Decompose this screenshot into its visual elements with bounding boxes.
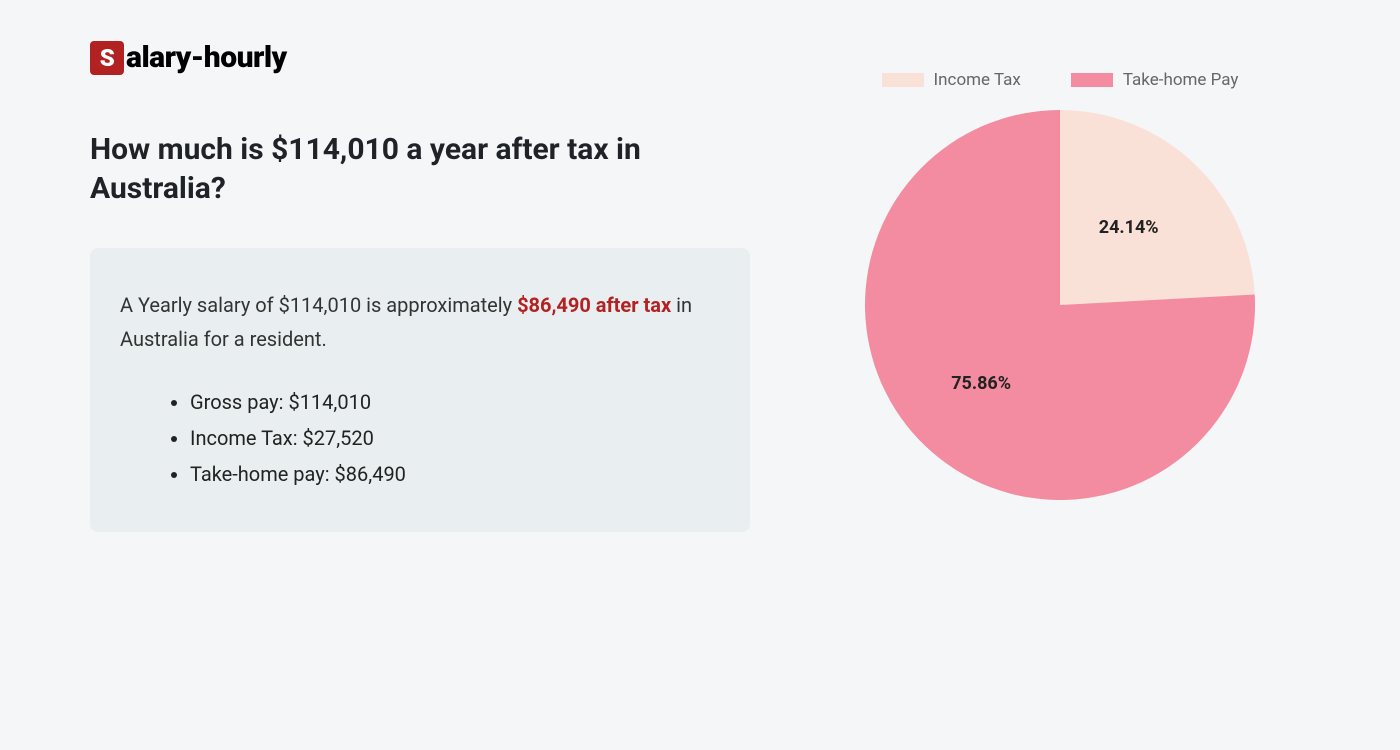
list-item: Income Tax: $27,520	[190, 420, 720, 456]
breakdown-list: Gross pay: $114,010 Income Tax: $27,520 …	[120, 384, 720, 492]
logo-text: alary-hourly	[126, 40, 287, 75]
slice-label-take-home: 75.86%	[951, 373, 1011, 394]
list-item: Gross pay: $114,010	[190, 384, 720, 420]
legend-swatch-icon	[882, 73, 924, 87]
page-title: How much is $114,010 a year after tax in…	[90, 130, 750, 208]
pie-chart: 24.14% 75.86%	[865, 110, 1255, 500]
summary-highlight: $86,490 after tax	[517, 293, 671, 317]
logo-badge-icon: S	[90, 41, 124, 75]
site-logo: S alary-hourly	[90, 40, 750, 75]
legend-swatch-icon	[1071, 73, 1113, 87]
summary-prefix: A Yearly salary of $114,010 is approxima…	[120, 293, 517, 317]
summary-sentence: A Yearly salary of $114,010 is approxima…	[120, 288, 720, 356]
pie-svg	[865, 110, 1255, 500]
legend-item-take-home: Take-home Pay	[1071, 70, 1239, 90]
chart-legend: Income Tax Take-home Pay	[882, 70, 1239, 90]
legend-item-income-tax: Income Tax	[882, 70, 1021, 90]
slice-label-income-tax: 24.14%	[1099, 217, 1159, 238]
right-column: Income Tax Take-home Pay 24.14% 75.86%	[810, 40, 1310, 532]
left-column: S alary-hourly How much is $114,010 a ye…	[90, 40, 750, 532]
list-item: Take-home pay: $86,490	[190, 456, 720, 492]
legend-label: Income Tax	[934, 70, 1021, 90]
summary-box: A Yearly salary of $114,010 is approxima…	[90, 248, 750, 532]
legend-label: Take-home Pay	[1123, 70, 1239, 90]
page-container: S alary-hourly How much is $114,010 a ye…	[0, 0, 1400, 572]
